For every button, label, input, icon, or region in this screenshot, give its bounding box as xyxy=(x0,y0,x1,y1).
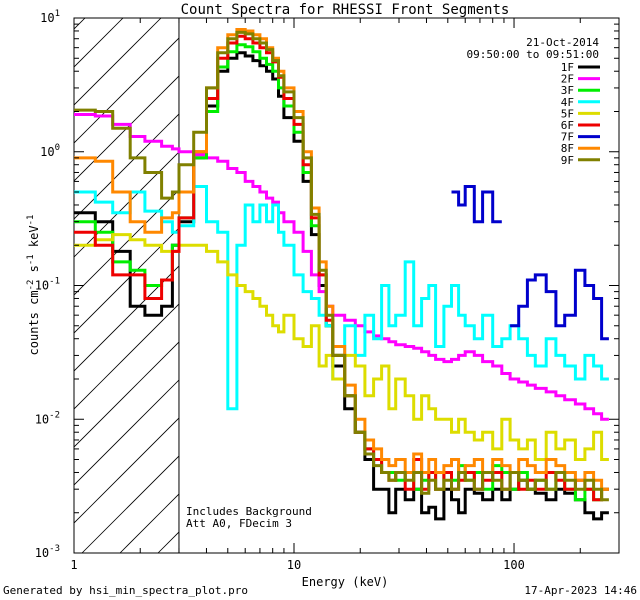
series-9F xyxy=(74,30,609,502)
y-label-exp2: -1 xyxy=(26,254,36,265)
series-7F xyxy=(451,185,609,341)
y-label-exp1: -2 xyxy=(26,280,36,291)
series-4F xyxy=(74,185,609,411)
y-label-exp3: -1 xyxy=(26,215,36,226)
footer-timestamp: 17-Apr-2023 14:46 xyxy=(524,584,637,597)
hatch-line xyxy=(74,379,179,486)
legend-label-2F: 2F xyxy=(561,73,574,86)
x-tick-label: 10 xyxy=(287,558,301,572)
y-tick-label: 10-3 xyxy=(35,544,60,560)
y-label-s: s xyxy=(27,265,41,279)
legend-label-8F: 8F xyxy=(561,142,574,155)
annotation-atten: Att A0, FDecim 3 xyxy=(186,517,292,530)
y-label-base: counts cm xyxy=(27,290,41,355)
legend-label-3F: 3F xyxy=(561,84,574,97)
y-axis-label: counts cm-2 s-1 keV-1 xyxy=(26,215,41,356)
series-5F xyxy=(74,233,609,461)
y-label-kev: keV xyxy=(27,225,41,254)
legend-label-4F: 4F xyxy=(561,96,574,109)
annotation-background: Includes Background xyxy=(186,505,312,518)
y-tick-label: 10-1 xyxy=(35,277,60,293)
hatch-line xyxy=(74,18,124,68)
series-layer xyxy=(74,28,609,521)
legend-label-5F: 5F xyxy=(561,107,574,120)
hatch-line xyxy=(74,189,179,296)
x-tick-label: 100 xyxy=(503,558,525,572)
series-2F xyxy=(74,113,609,421)
hatch-line xyxy=(74,151,179,258)
legend-label-9F: 9F xyxy=(561,154,574,167)
chart-title: Count Spectra for RHESSI Front Segments xyxy=(181,2,510,18)
hatch-line xyxy=(81,455,179,553)
y-tick-label: 100 xyxy=(40,143,60,159)
y-tick-label: 101 xyxy=(40,9,60,25)
legend-label-7F: 7F xyxy=(561,131,574,144)
annotation-time-range: 09:50:00 to 09:51:00 xyxy=(467,48,599,61)
legend-label-6F: 6F xyxy=(561,119,574,132)
x-axis-label: Energy (keV) xyxy=(302,575,389,589)
hatch-line xyxy=(74,227,179,334)
hatch-line xyxy=(74,18,162,106)
annotation-date: 21-Oct-2014 xyxy=(526,36,599,49)
hatched-region xyxy=(74,18,180,553)
legend-label-1F: 1F xyxy=(561,61,574,74)
axis-ticks: 1 10 100 10-3 10-2 10-1 100 101 xyxy=(35,9,620,572)
series-6F xyxy=(74,34,609,502)
hatch-line xyxy=(74,303,179,410)
hatch-line xyxy=(74,75,179,182)
x-tick-label: 1 xyxy=(70,558,77,572)
hatch-line xyxy=(74,37,179,144)
series-3F xyxy=(74,43,609,502)
series-8F xyxy=(74,28,609,491)
hatch-line xyxy=(74,417,179,524)
footer-generated-by: Generated by hsi_min_spectra_plot.pro xyxy=(3,584,248,597)
y-tick-label: 10-2 xyxy=(35,410,60,426)
